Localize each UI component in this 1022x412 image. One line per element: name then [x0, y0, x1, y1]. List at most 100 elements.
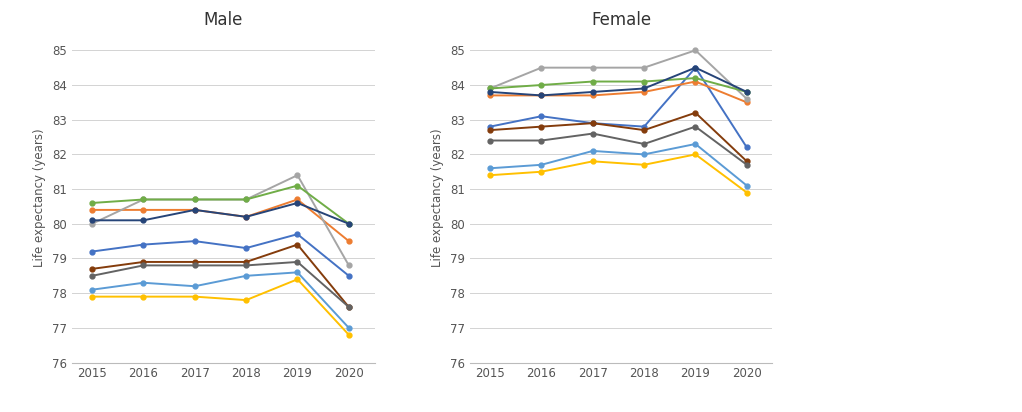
Line: North East: North East — [487, 152, 749, 195]
West Midlands — [587, 121, 599, 126]
Line: North West: North West — [90, 270, 352, 330]
North East — [86, 294, 98, 299]
West Midlands — [291, 242, 304, 247]
Line: East Midlands: East Midlands — [90, 232, 352, 278]
East Midlands — [484, 124, 497, 129]
North East — [291, 277, 304, 282]
East Midlands — [536, 114, 548, 119]
East Midlands — [291, 232, 304, 236]
West Midlands — [484, 128, 497, 133]
North East — [342, 332, 355, 337]
Title: Male: Male — [203, 11, 242, 28]
South East — [86, 201, 98, 206]
Yorkshire and the Humber — [741, 162, 753, 167]
North East — [638, 162, 650, 167]
London — [189, 197, 201, 202]
North West — [689, 141, 701, 146]
East of England — [189, 207, 201, 212]
London — [536, 65, 548, 70]
South West — [240, 214, 252, 219]
East Midlands — [741, 145, 753, 150]
North East — [689, 152, 701, 157]
East of England — [587, 93, 599, 98]
South West — [689, 65, 701, 70]
East Midlands — [689, 65, 701, 70]
South West — [638, 86, 650, 91]
London — [86, 221, 98, 226]
West Midlands — [240, 260, 252, 265]
Line: London: London — [90, 173, 352, 268]
North West — [536, 162, 548, 167]
South East — [291, 183, 304, 188]
East of England — [689, 79, 701, 84]
South West — [484, 89, 497, 94]
North West — [741, 183, 753, 188]
London — [240, 197, 252, 202]
West Midlands — [689, 110, 701, 115]
North East — [587, 159, 599, 164]
North East — [189, 294, 201, 299]
East Midlands — [587, 121, 599, 126]
North East — [536, 169, 548, 174]
South East — [638, 79, 650, 84]
Yorkshire and the Humber — [484, 138, 497, 143]
South East — [536, 82, 548, 87]
West Midlands — [137, 260, 149, 265]
North West — [189, 284, 201, 289]
South East — [189, 197, 201, 202]
Line: East of England: East of England — [487, 79, 749, 105]
North West — [342, 325, 355, 330]
North West — [86, 287, 98, 292]
East of England — [137, 207, 149, 212]
Legend: East Midlands, East of England, London, North East, North West, South East, Sout: East Midlands, East of England, London, … — [868, 33, 1022, 172]
East of England — [342, 239, 355, 243]
West Midlands — [86, 267, 98, 272]
Yorkshire and the Humber — [587, 131, 599, 136]
West Midlands — [342, 304, 355, 309]
South West — [741, 89, 753, 94]
London — [342, 263, 355, 268]
Line: Yorkshire and the Humber: Yorkshire and the Humber — [487, 124, 749, 167]
East of England — [484, 93, 497, 98]
East Midlands — [137, 242, 149, 247]
East of England — [741, 100, 753, 105]
East Midlands — [86, 249, 98, 254]
South East — [741, 89, 753, 94]
North West — [137, 280, 149, 285]
West Midlands — [741, 159, 753, 164]
South East — [342, 221, 355, 226]
Yorkshire and the Humber — [638, 141, 650, 146]
North West — [484, 166, 497, 171]
Line: West Midlands: West Midlands — [487, 110, 749, 164]
Line: South East: South East — [487, 76, 749, 94]
Title: Female: Female — [591, 11, 651, 28]
East of England — [638, 89, 650, 94]
London — [689, 48, 701, 53]
South East — [240, 197, 252, 202]
South West — [291, 201, 304, 206]
South West — [137, 218, 149, 223]
Line: South West: South West — [90, 201, 352, 226]
East of England — [240, 214, 252, 219]
Yorkshire and the Humber — [689, 124, 701, 129]
South East — [689, 75, 701, 80]
South East — [484, 86, 497, 91]
Yorkshire and the Humber — [291, 260, 304, 265]
London — [741, 96, 753, 101]
Line: South East: South East — [90, 183, 352, 226]
South East — [587, 79, 599, 84]
North West — [291, 270, 304, 275]
Line: West Midlands: West Midlands — [90, 242, 352, 309]
South East — [137, 197, 149, 202]
Yorkshire and the Humber — [342, 304, 355, 309]
Yorkshire and the Humber — [240, 263, 252, 268]
West Midlands — [189, 260, 201, 265]
South West — [342, 221, 355, 226]
Line: South West: South West — [487, 65, 749, 98]
Line: Yorkshire and the Humber: Yorkshire and the Humber — [90, 260, 352, 309]
Yorkshire and the Humber — [86, 273, 98, 278]
North East — [240, 297, 252, 302]
East of England — [86, 207, 98, 212]
South West — [587, 89, 599, 94]
Y-axis label: Life expectancy (years): Life expectancy (years) — [33, 129, 46, 267]
